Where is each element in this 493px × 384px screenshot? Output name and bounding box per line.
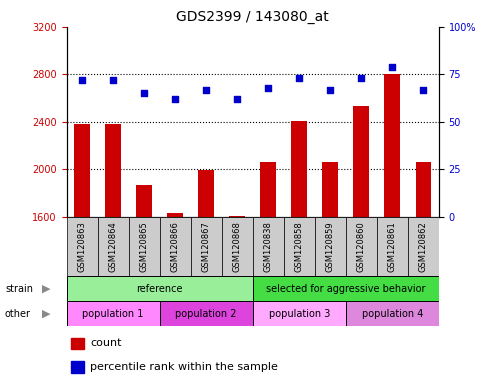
Bar (315, 217, 346, 276)
Bar (252, 217, 283, 276)
Text: GSM120861: GSM120861 (387, 221, 397, 272)
Title: GDS2399 / 143080_at: GDS2399 / 143080_at (176, 10, 329, 25)
Text: population 2: population 2 (176, 309, 237, 319)
Bar (191, 217, 222, 276)
Text: GSM120868: GSM120868 (233, 221, 242, 272)
Text: GSM120838: GSM120838 (264, 221, 273, 272)
Bar (260, 162, 276, 217)
Point (233, 96, 241, 102)
Text: GSM120858: GSM120858 (295, 221, 304, 272)
Bar (385, 74, 400, 217)
Bar (346, 217, 377, 276)
Bar (67, 301, 160, 326)
Text: reference: reference (137, 284, 183, 294)
Bar (167, 213, 183, 217)
Point (420, 86, 427, 93)
Bar (222, 217, 253, 276)
Text: GSM120862: GSM120862 (419, 221, 428, 272)
Text: GSM120860: GSM120860 (357, 221, 366, 272)
Bar (129, 217, 160, 276)
Bar (377, 217, 408, 276)
Bar (160, 217, 191, 276)
Bar (416, 162, 431, 217)
Bar (346, 301, 439, 326)
Text: GSM120859: GSM120859 (326, 222, 335, 272)
Text: population 1: population 1 (82, 309, 144, 319)
Bar (71, 361, 84, 372)
Point (78, 77, 86, 83)
Text: GSM120866: GSM120866 (171, 221, 179, 272)
Bar (252, 301, 346, 326)
Bar (252, 276, 439, 301)
Bar (291, 121, 307, 217)
Point (388, 64, 396, 70)
Bar (322, 162, 338, 217)
Text: population 3: population 3 (269, 309, 330, 319)
Text: GSM120867: GSM120867 (202, 221, 211, 272)
Bar (98, 217, 129, 276)
Bar (74, 124, 90, 217)
Text: strain: strain (5, 284, 33, 294)
Bar (353, 106, 369, 217)
Bar (67, 276, 252, 301)
Bar (106, 124, 121, 217)
Text: count: count (90, 338, 121, 348)
Point (140, 90, 148, 96)
Text: ▶: ▶ (42, 284, 50, 294)
Point (109, 77, 117, 83)
Bar (160, 301, 252, 326)
Text: GSM120863: GSM120863 (77, 221, 87, 272)
Point (202, 86, 210, 93)
Text: ▶: ▶ (42, 309, 50, 319)
Point (171, 96, 179, 102)
Text: other: other (5, 309, 31, 319)
Bar (67, 217, 98, 276)
Bar (408, 217, 439, 276)
Bar (229, 216, 245, 217)
Point (264, 84, 272, 91)
Bar (71, 338, 84, 349)
Point (295, 75, 303, 81)
Bar (198, 170, 214, 217)
Text: GSM120864: GSM120864 (108, 221, 118, 272)
Text: GSM120865: GSM120865 (140, 221, 148, 272)
Point (326, 86, 334, 93)
Text: percentile rank within the sample: percentile rank within the sample (90, 362, 278, 372)
Bar (137, 185, 152, 217)
Text: population 4: population 4 (361, 309, 423, 319)
Text: selected for aggressive behavior: selected for aggressive behavior (266, 284, 425, 294)
Bar (283, 217, 315, 276)
Point (357, 75, 365, 81)
